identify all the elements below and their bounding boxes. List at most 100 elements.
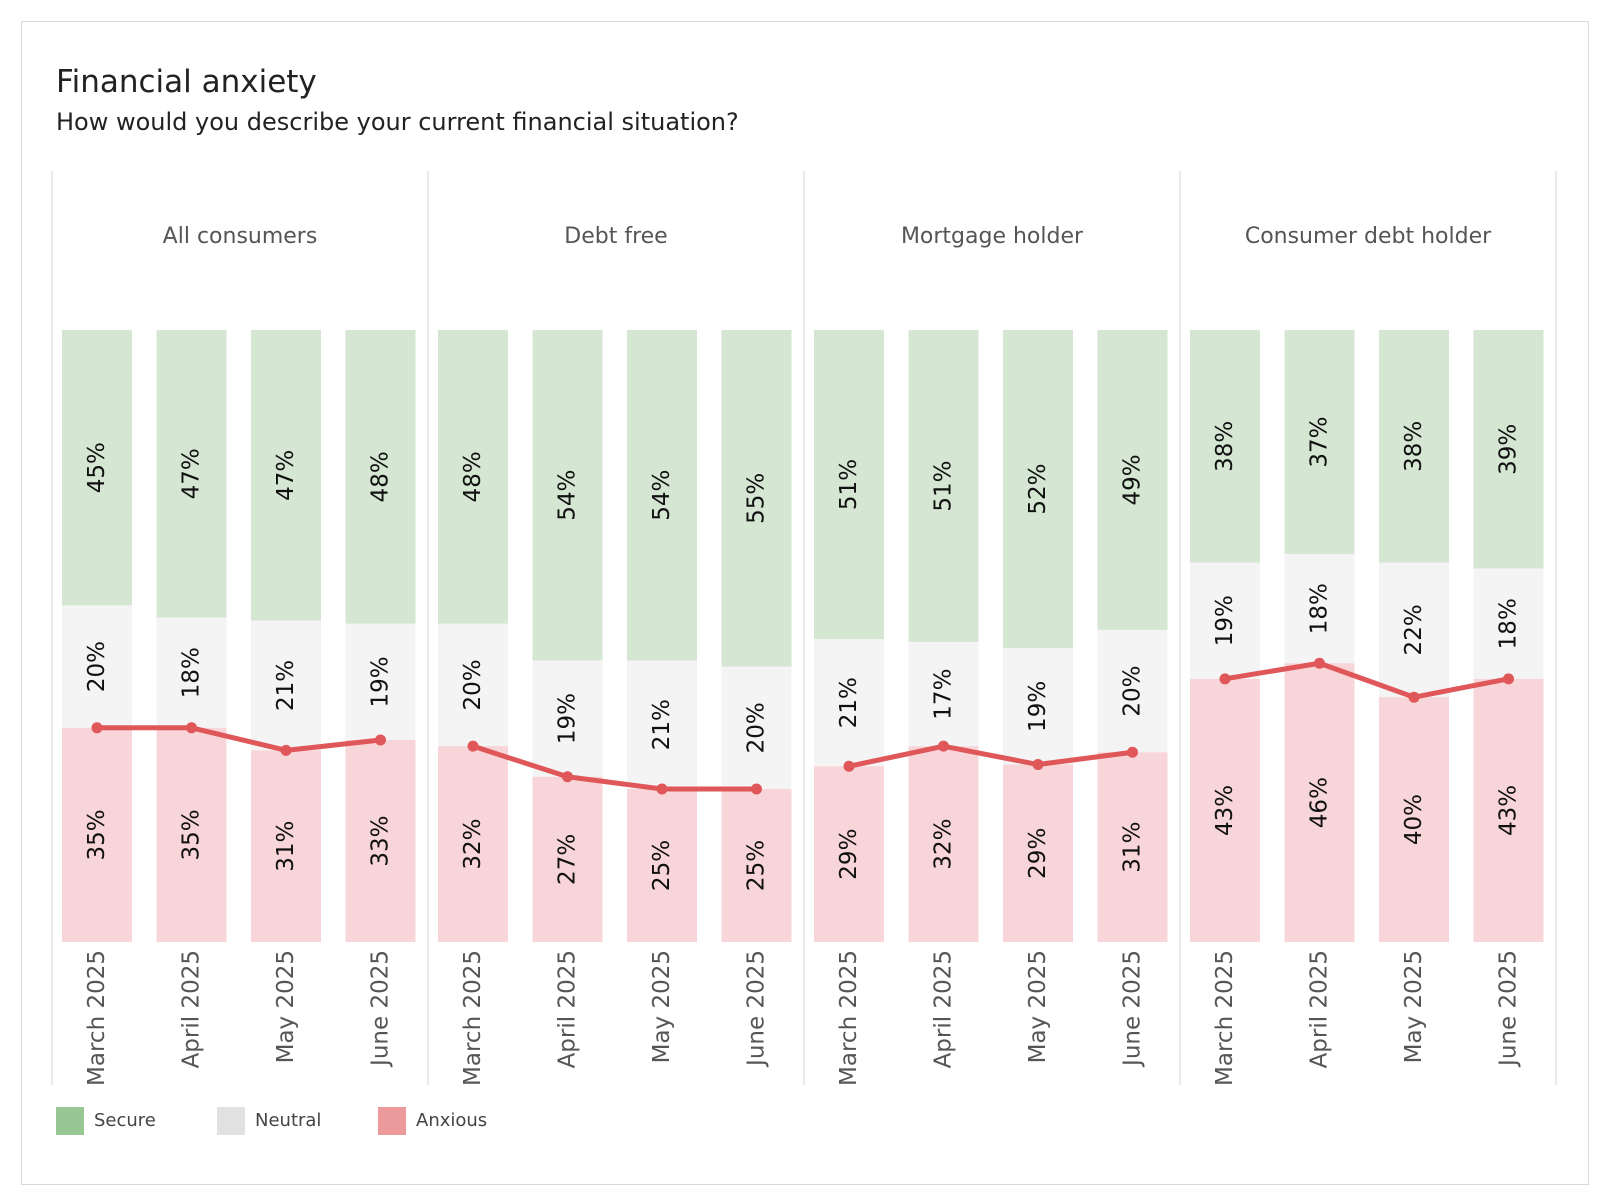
bar-secure-consumer-debt-holder-april-2025 (1284, 330, 1355, 555)
bar-secure-mortgage-holder-april-2025 (908, 330, 979, 643)
chart-title: Financial anxiety (56, 64, 317, 100)
line-point-anxious-debt-free-march-2025 (467, 740, 479, 752)
bar-anxious-all-consumers-april-2025 (156, 727, 227, 942)
data-label-neutral-all-consumers-may-2025: 21% (273, 660, 299, 711)
line-point-anxious-all-consumers-may-2025 (280, 744, 292, 756)
line-point-anxious-debt-free-may-2025 (656, 783, 668, 795)
bar-neutral-mortgage-holder-june-2025 (1097, 629, 1168, 753)
bar-secure-debt-free-may-2025 (627, 330, 697, 661)
legend-label-neutral: Neutral (255, 1110, 322, 1131)
chart-subtitle: How would you describe your current fina… (56, 108, 739, 136)
x-tick-label-debt-free-march-2025: March 2025 (460, 950, 486, 1086)
x-tick-label-consumer-debt-holder-june-2025: June 2025 (1496, 950, 1522, 1068)
bar-neutral-all-consumers-april-2025 (156, 617, 227, 728)
bar-anxious-consumer-debt-holder-april-2025 (1284, 663, 1355, 942)
data-label-neutral-all-consumers-april-2025: 18% (179, 647, 205, 698)
bar-neutral-consumer-debt-holder-may-2025 (1379, 562, 1449, 698)
data-label-anxious-all-consumers-march-2025: 35% (84, 809, 110, 860)
bar-neutral-consumer-debt-holder-june-2025 (1473, 568, 1544, 679)
bar-secure-consumer-debt-holder-may-2025 (1379, 330, 1449, 563)
line-point-anxious-consumer-debt-holder-april-2025 (1314, 657, 1325, 669)
data-label-secure-debt-free-june-2025: 55% (744, 473, 770, 524)
x-tick-label-all-consumers-april-2025: April 2025 (179, 950, 205, 1068)
legend-swatch-neutral (217, 1107, 245, 1135)
bar-neutral-consumer-debt-holder-april-2025 (1284, 554, 1355, 664)
x-tick-label-all-consumers-march-2025: March 2025 (84, 950, 110, 1086)
data-label-secure-consumer-debt-holder-june-2025: 39% (1496, 424, 1522, 475)
data-label-secure-all-consumers-march-2025: 45% (84, 442, 110, 493)
data-label-anxious-mortgage-holder-june-2025: 31% (1120, 822, 1146, 873)
bar-secure-consumer-debt-holder-march-2025 (1190, 330, 1260, 563)
bar-anxious-all-consumers-may-2025 (251, 750, 321, 942)
x-tick-label-all-consumers-june-2025: June 2025 (368, 950, 394, 1068)
data-label-secure-mortgage-holder-may-2025: 52% (1025, 464, 1051, 515)
bar-anxious-consumer-debt-holder-march-2025 (1190, 678, 1260, 942)
line-anxious-consumer-debt-holder (1222, 660, 1511, 700)
data-label-neutral-mortgage-holder-may-2025: 19% (1025, 681, 1051, 732)
x-tick-label-debt-free-april-2025: April 2025 (555, 950, 581, 1068)
legend-swatch-anxious (378, 1107, 406, 1135)
line-point-anxious-mortgage-holder-june-2025 (1127, 746, 1138, 758)
data-label-secure-consumer-debt-holder-april-2025: 37% (1307, 417, 1333, 468)
bar-anxious-mortgage-holder-march-2025 (814, 766, 884, 942)
bar-secure-mortgage-holder-march-2025 (814, 330, 884, 640)
data-label-secure-consumer-debt-holder-may-2025: 38% (1401, 421, 1427, 472)
bar-anxious-debt-free-may-2025 (627, 789, 697, 942)
x-tick-label-consumer-debt-holder-march-2025: March 2025 (1212, 950, 1238, 1086)
data-label-neutral-mortgage-holder-march-2025: 21% (836, 677, 862, 728)
bar-secure-debt-free-june-2025 (721, 330, 792, 667)
bar-anxious-debt-free-march-2025 (438, 746, 508, 942)
data-label-anxious-debt-free-may-2025: 25% (649, 840, 675, 891)
data-label-neutral-mortgage-holder-june-2025: 20% (1120, 666, 1146, 717)
data-label-anxious-debt-free-march-2025: 32% (460, 819, 486, 870)
data-label-anxious-mortgage-holder-march-2025: 29% (836, 829, 862, 880)
bar-anxious-debt-free-april-2025 (532, 776, 603, 942)
bar-neutral-mortgage-holder-march-2025 (814, 639, 884, 767)
x-tick-label-debt-free-june-2025: June 2025 (744, 950, 770, 1068)
data-label-anxious-debt-free-june-2025: 25% (744, 840, 770, 891)
bar-neutral-mortgage-holder-april-2025 (908, 642, 979, 747)
x-tick-label-consumer-debt-holder-may-2025: May 2025 (1401, 950, 1427, 1063)
data-label-neutral-debt-free-may-2025: 21% (649, 699, 675, 750)
bar-neutral-all-consumers-june-2025 (345, 623, 416, 741)
data-label-anxious-mortgage-holder-may-2025: 29% (1025, 828, 1051, 879)
legend-swatch-secure (56, 1107, 84, 1135)
bar-secure-mortgage-holder-may-2025 (1003, 330, 1073, 649)
x-tick-label-consumer-debt-holder-april-2025: April 2025 (1307, 950, 1333, 1068)
bar-anxious-all-consumers-june-2025 (345, 740, 416, 942)
bar-neutral-debt-free-april-2025 (532, 660, 603, 777)
bar-anxious-consumer-debt-holder-june-2025 (1473, 678, 1544, 942)
bar-neutral-debt-free-march-2025 (438, 623, 508, 747)
data-label-anxious-consumer-debt-holder-june-2025: 43% (1496, 785, 1522, 836)
bar-secure-all-consumers-may-2025 (251, 330, 321, 621)
x-tick-label-mortgage-holder-march-2025: March 2025 (836, 950, 862, 1086)
data-label-anxious-consumer-debt-holder-april-2025: 46% (1307, 777, 1333, 828)
legend-label-anxious: Anxious (416, 1110, 488, 1131)
legend-label-secure: Secure (94, 1110, 156, 1131)
bar-secure-consumer-debt-holder-june-2025 (1473, 330, 1544, 569)
data-label-neutral-consumer-debt-holder-may-2025: 22% (1401, 604, 1427, 655)
bar-neutral-consumer-debt-holder-march-2025 (1190, 562, 1260, 679)
bar-secure-debt-free-april-2025 (532, 330, 603, 661)
panel-header-debt-free: Debt free (564, 224, 667, 249)
data-label-anxious-debt-free-april-2025: 27% (555, 834, 581, 885)
bar-neutral-debt-free-june-2025 (721, 666, 792, 789)
data-label-neutral-debt-free-march-2025: 20% (460, 659, 486, 710)
line-point-anxious-mortgage-holder-march-2025 (843, 760, 855, 772)
line-point-anxious-all-consumers-march-2025 (91, 722, 103, 734)
line-point-anxious-consumer-debt-holder-june-2025 (1503, 673, 1514, 685)
line-point-anxious-mortgage-holder-may-2025 (1032, 759, 1044, 771)
data-label-secure-all-consumers-june-2025: 48% (368, 451, 394, 502)
data-label-secure-mortgage-holder-march-2025: 51% (836, 459, 862, 510)
bar-neutral-all-consumers-march-2025 (62, 605, 132, 728)
line-point-anxious-all-consumers-april-2025 (186, 722, 197, 734)
bar-anxious-mortgage-holder-may-2025 (1003, 764, 1073, 942)
data-label-secure-debt-free-april-2025: 54% (555, 470, 581, 521)
data-label-secure-all-consumers-may-2025: 47% (273, 450, 299, 501)
data-label-secure-debt-free-may-2025: 54% (649, 470, 675, 521)
bar-anxious-debt-free-june-2025 (721, 789, 792, 942)
line-point-anxious-debt-free-june-2025 (751, 783, 762, 795)
line-point-anxious-mortgage-holder-april-2025 (938, 740, 949, 752)
data-label-secure-debt-free-march-2025: 48% (460, 451, 486, 502)
